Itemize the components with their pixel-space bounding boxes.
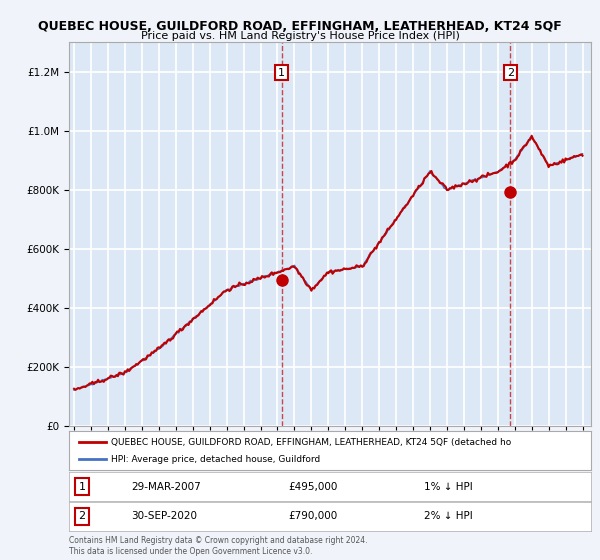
Text: 2% ↓ HPI: 2% ↓ HPI bbox=[424, 511, 473, 521]
Text: QUEBEC HOUSE, GUILDFORD ROAD, EFFINGHAM, LEATHERHEAD, KT24 5QF: QUEBEC HOUSE, GUILDFORD ROAD, EFFINGHAM,… bbox=[38, 20, 562, 32]
Text: QUEBEC HOUSE, GUILDFORD ROAD, EFFINGHAM, LEATHERHEAD, KT24 5QF (detached ho: QUEBEC HOUSE, GUILDFORD ROAD, EFFINGHAM,… bbox=[111, 438, 511, 447]
Text: Contains HM Land Registry data © Crown copyright and database right 2024.
This d: Contains HM Land Registry data © Crown c… bbox=[69, 536, 367, 556]
Text: Price paid vs. HM Land Registry's House Price Index (HPI): Price paid vs. HM Land Registry's House … bbox=[140, 31, 460, 41]
Text: 30-SEP-2020: 30-SEP-2020 bbox=[131, 511, 197, 521]
Text: 1: 1 bbox=[278, 68, 285, 78]
Text: 2: 2 bbox=[79, 511, 86, 521]
Text: 29-MAR-2007: 29-MAR-2007 bbox=[131, 482, 202, 492]
Text: £495,000: £495,000 bbox=[288, 482, 338, 492]
Text: £790,000: £790,000 bbox=[288, 511, 337, 521]
Text: 2: 2 bbox=[507, 68, 514, 78]
Text: HPI: Average price, detached house, Guildford: HPI: Average price, detached house, Guil… bbox=[111, 455, 320, 464]
Text: 1: 1 bbox=[79, 482, 86, 492]
Text: 1% ↓ HPI: 1% ↓ HPI bbox=[424, 482, 473, 492]
